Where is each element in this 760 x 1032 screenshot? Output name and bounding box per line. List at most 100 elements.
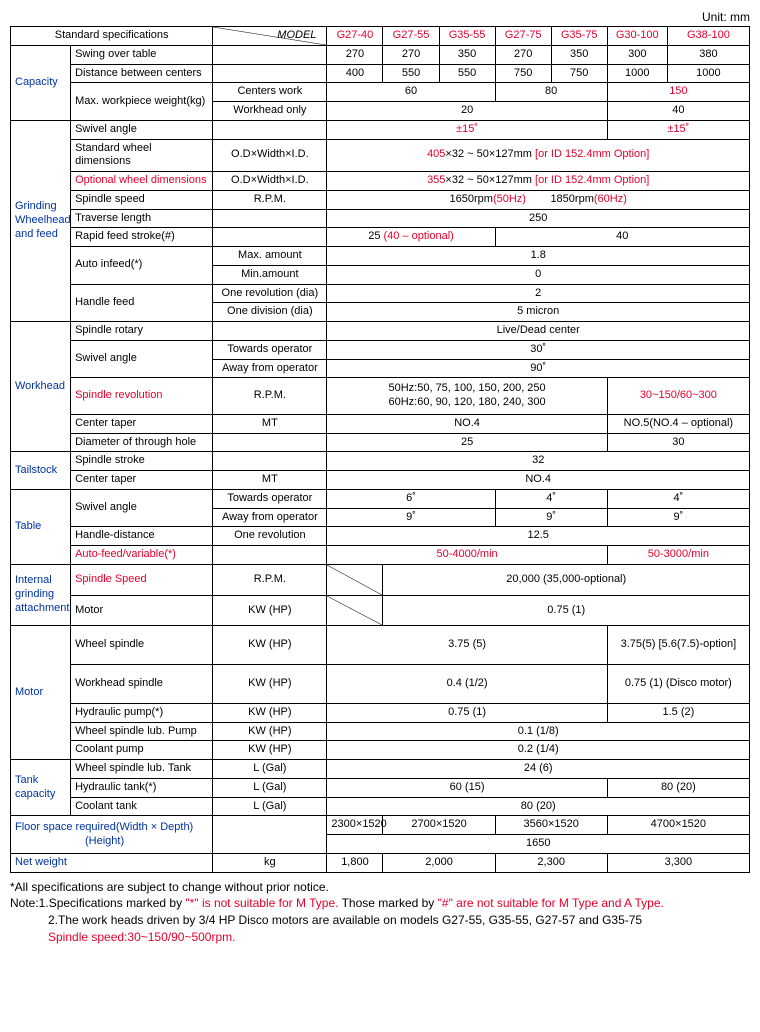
cell: 80 (20) (327, 797, 750, 816)
cell: NO.4 (327, 471, 750, 490)
row-label: Swivel angle (71, 340, 213, 378)
model-4: G35-75 (551, 27, 607, 46)
row-label: Wheel spindle (71, 626, 213, 665)
cell: ±15˚ (327, 120, 607, 139)
row-unit: MT (213, 414, 327, 433)
row-unit: R.P.M. (213, 378, 327, 415)
cell: 2700×1520 (383, 816, 495, 835)
sublabel: Max. amount (213, 247, 327, 266)
model-5: G30-100 (607, 27, 667, 46)
cell: 0.1 (1/8) (327, 722, 750, 741)
unit-label: Unit: mm (10, 10, 750, 24)
cell: 2,300 (495, 853, 607, 872)
header-model-cell: MODEL (213, 27, 327, 46)
cell: 750 (551, 64, 607, 83)
cell: 1650rpm(50Hz) 1850rpm(60Hz) (327, 190, 750, 209)
row-label: Auto-feed/variable(*) (71, 546, 213, 565)
row-label: Spindle Speed (71, 564, 213, 595)
section-motor: Motor (11, 626, 71, 760)
row-label: Center taper (71, 414, 213, 433)
cell: 1000 (607, 64, 667, 83)
cell: 1.8 (327, 247, 750, 266)
cell: NO.4 (327, 414, 607, 433)
cell: 270 (495, 45, 551, 64)
section-grinding: Grinding Wheelhead and feed (11, 120, 71, 321)
row-unit: KW (HP) (213, 665, 327, 704)
section-table: Table (11, 489, 71, 564)
row-unit (213, 322, 327, 341)
sublabel: One revolution (dia) (213, 284, 327, 303)
row-unit: kg (213, 853, 327, 872)
cell: 1650 (327, 835, 750, 854)
section-netweight: Net weight (11, 853, 213, 872)
cell: 6˚ (327, 489, 495, 508)
cell: 2,000 (383, 853, 495, 872)
row-label: Center taper (71, 471, 213, 490)
row-label: Max. workpiece weight(kg) (71, 83, 213, 121)
sublabel: Away from operator (213, 359, 327, 378)
cell: 60 (15) (327, 778, 607, 797)
cell: 30~150/60~300 (607, 378, 749, 415)
section-tank: Tank capacity (11, 760, 71, 816)
cell: 0.75 (1) (383, 595, 750, 626)
cell: 150 (607, 83, 749, 102)
cell: 3.75 (5) (327, 626, 607, 665)
cell: 60 (327, 83, 495, 102)
cell: 2 (327, 284, 750, 303)
model-0: G27-40 (327, 27, 383, 46)
cell: 350 (439, 45, 495, 64)
row-unit: L (Gal) (213, 778, 327, 797)
row-unit: KW (HP) (213, 595, 327, 626)
row-label: Workhead spindle (71, 665, 213, 704)
blank-cell (327, 595, 383, 626)
cell: 50Hz:50, 75, 100, 150, 200, 25060Hz:60, … (327, 378, 607, 415)
cell: 25 (327, 433, 607, 452)
row-unit (213, 433, 327, 452)
sublabel: Away from operator (213, 508, 327, 527)
blank-cell (327, 564, 383, 595)
row-label: Hydraulic pump(*) (71, 703, 213, 722)
cell: 550 (439, 64, 495, 83)
row-unit (213, 228, 327, 247)
model-2: G35-55 (439, 27, 495, 46)
spec-table: Standard specifications MODEL G27-40 G27… (10, 26, 750, 873)
row-unit (213, 452, 327, 471)
cell: 750 (495, 64, 551, 83)
model-3: G27-75 (495, 27, 551, 46)
row-unit (213, 45, 327, 64)
row-label: Distance between centers (71, 64, 213, 83)
row-unit (213, 816, 327, 854)
section-floor: Floor space required(Width × Depth)(Heig… (11, 816, 213, 854)
cell: 40 (607, 102, 749, 121)
cell: 50-4000/min (327, 546, 607, 565)
cell: 0.2 (1/4) (327, 741, 750, 760)
cell: 4˚ (495, 489, 607, 508)
row-unit (213, 64, 327, 83)
cell: 270 (327, 45, 383, 64)
row-label: Coolant tank (71, 797, 213, 816)
row-label: Optional wheel dimensions (71, 172, 213, 191)
row-label: Auto infeed(*) (71, 247, 213, 285)
section-capacity: Capacity (11, 45, 71, 120)
cell: 1,800 (327, 853, 383, 872)
cell: 405×32 ~ 50×127mm [or ID 152.4mm Option] (327, 139, 750, 172)
cell: 400 (327, 64, 383, 83)
row-label: Handle feed (71, 284, 213, 322)
cell: 2300×1520 (327, 816, 383, 835)
cell: 355×32 ~ 50×127mm [or ID 152.4mm Option] (327, 172, 750, 191)
cell: 25 (40 – optional) (327, 228, 495, 247)
sublabel: Towards operator (213, 340, 327, 359)
cell: 270 (383, 45, 439, 64)
cell: 350 (551, 45, 607, 64)
row-unit: O.D×Width×I.D. (213, 139, 327, 172)
cell: 1000 (667, 64, 749, 83)
cell: 0.75 (1) (Disco motor) (607, 665, 749, 704)
cell: 380 (667, 45, 749, 64)
row-unit: KW (HP) (213, 626, 327, 665)
cell: 24 (6) (327, 760, 750, 779)
cell: Live/Dead center (327, 322, 750, 341)
cell: 20 (327, 102, 607, 121)
row-label: Swivel angle (71, 120, 213, 139)
row-label: Swivel angle (71, 489, 213, 527)
note-4: Spindle speed:30~150/90~500rpm. (10, 929, 750, 946)
